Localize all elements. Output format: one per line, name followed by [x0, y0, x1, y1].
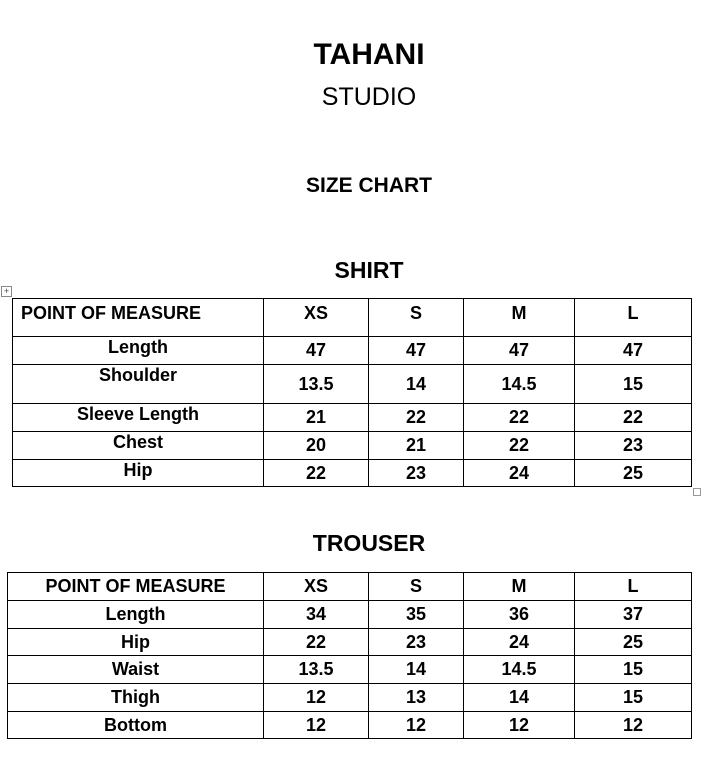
measure-label: Thigh [7, 683, 264, 712]
size-value: 25 [574, 459, 692, 487]
size-value: 13.5 [263, 655, 369, 684]
column-header: S [368, 298, 464, 337]
size-value: 22 [574, 403, 692, 432]
size-value: 37 [574, 600, 692, 629]
size-value: 22 [368, 403, 464, 432]
column-header: POINT OF MEASURE [7, 572, 264, 601]
size-value: 14 [368, 364, 464, 404]
size-value: 13.5 [263, 364, 369, 404]
shirt-size-table: POINT OF MEASURE XS S M L Length 47 47 47 47 Shoul… [12, 298, 692, 487]
page-title: SIZE CHART [306, 174, 432, 197]
measure-label: Length [12, 336, 264, 365]
trouser-size-table: POINT OF MEASURE XS S M L Length 34 35 36 37 Hip 22… [7, 572, 692, 739]
size-value: 20 [263, 431, 369, 460]
size-value: 47 [263, 336, 369, 365]
size-value: 14 [368, 655, 464, 684]
column-header: M [463, 298, 575, 337]
size-value: 23 [574, 431, 692, 460]
size-value: 12 [368, 711, 464, 739]
size-value: 47 [574, 336, 692, 365]
measure-label: Length [7, 600, 264, 629]
size-value: 23 [368, 459, 464, 487]
size-value: 25 [574, 628, 692, 656]
column-header: S [368, 572, 464, 601]
table-row: Length 47 47 47 47 [12, 336, 692, 365]
table-row: Sleeve Length 21 22 22 22 [12, 403, 692, 432]
column-header: L [574, 572, 692, 601]
brand-name: TAHANI [313, 38, 425, 71]
size-value: 14.5 [463, 655, 575, 684]
size-value: 23 [368, 628, 464, 656]
table-row: Thigh 12 13 14 15 [7, 683, 692, 712]
size-value: 21 [368, 431, 464, 460]
size-value: 22 [463, 431, 575, 460]
size-value: 15 [574, 364, 692, 404]
size-value: 35 [368, 600, 464, 629]
size-value: 22 [263, 628, 369, 656]
measure-label: Waist [7, 655, 264, 684]
measure-label: Sleeve Length [12, 403, 264, 432]
column-header: L [574, 298, 692, 337]
measure-label: Bottom [7, 711, 264, 739]
table-header-row: POINT OF MEASURE XS S M L [12, 298, 692, 337]
size-value: 12 [574, 711, 692, 739]
table-row: Chest 20 21 22 23 [12, 431, 692, 460]
size-value: 15 [574, 655, 692, 684]
size-value: 12 [263, 711, 369, 739]
size-value: 24 [463, 459, 575, 487]
size-value: 14 [463, 683, 575, 712]
size-value: 15 [574, 683, 692, 712]
measure-label: Shoulder [12, 364, 264, 404]
table-resize-handle[interactable] [693, 488, 701, 496]
table-header-row: POINT OF MEASURE XS S M L [7, 572, 692, 601]
column-header: XS [263, 572, 369, 601]
column-header: XS [263, 298, 369, 337]
table-row: Waist 13.5 14 14.5 15 [7, 655, 692, 684]
size-value: 36 [463, 600, 575, 629]
brand-subtitle: STUDIO [321, 83, 417, 111]
table-row: Shoulder 13.5 14 14.5 15 [12, 364, 692, 404]
size-value: 12 [263, 683, 369, 712]
size-value: 22 [263, 459, 369, 487]
measure-label: Hip [7, 628, 264, 656]
table-row: Hip 22 23 24 25 [7, 628, 692, 656]
table-row: Length 34 35 36 37 [7, 600, 692, 629]
size-value: 34 [263, 600, 369, 629]
column-header: POINT OF MEASURE [12, 298, 264, 337]
measure-label: Hip [12, 459, 264, 487]
shirt-section-title: SHIRT [334, 257, 404, 283]
table-row: Hip 22 23 24 25 [12, 459, 692, 487]
table-move-handle-icon[interactable]: + [1, 286, 12, 297]
size-value: 21 [263, 403, 369, 432]
measure-label: Chest [12, 431, 264, 460]
trouser-section-title: TROUSER [312, 530, 426, 556]
size-value: 12 [463, 711, 575, 739]
size-value: 24 [463, 628, 575, 656]
size-value: 13 [368, 683, 464, 712]
column-header: M [463, 572, 575, 601]
table-row: Bottom 12 12 12 12 [7, 711, 692, 739]
size-value: 47 [368, 336, 464, 365]
size-value: 14.5 [463, 364, 575, 404]
size-value: 22 [463, 403, 575, 432]
size-value: 47 [463, 336, 575, 365]
